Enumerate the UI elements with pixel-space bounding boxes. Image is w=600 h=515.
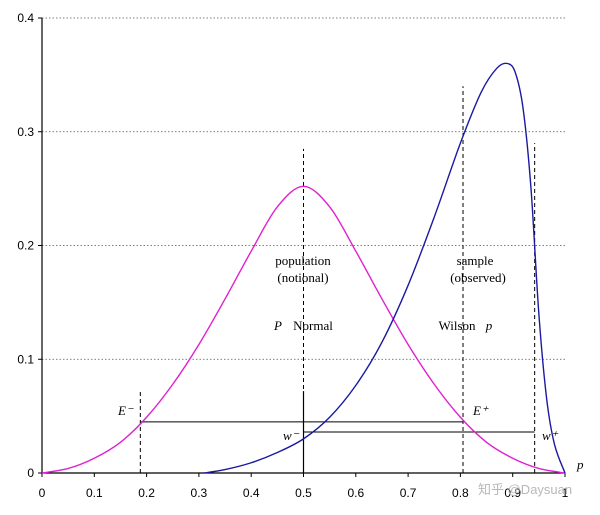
annotation-p-lower: p (485, 318, 493, 333)
annotation-sample: sample (457, 253, 494, 268)
watermark: 知乎 @Daysuan (478, 482, 572, 497)
annotations: population (notional) P Normal sample (o… (117, 253, 584, 497)
x-tick-label: 0 (39, 486, 46, 500)
annotation-normal: Normal (293, 318, 333, 333)
y-tick-label: 0.4 (17, 11, 34, 25)
y-tick-label: 0.1 (17, 352, 34, 366)
series-curves (41, 62, 566, 474)
annotation-wilson: Wilson (438, 318, 476, 333)
y-tick-label: 0.3 (17, 125, 34, 139)
x-tick-label: 0.8 (452, 486, 469, 500)
x-tick-label: 0.9 (504, 486, 521, 500)
x-axis-label: p (576, 457, 584, 472)
annotation-w-minus: w⁻ (283, 428, 300, 443)
y-tick-labels: 0 0.1 0.2 0.3 0.4 (17, 11, 42, 480)
annotation-population: population (275, 253, 331, 268)
annotation-w-plus: w⁺ (542, 428, 559, 443)
x-tick-label: 0.4 (243, 486, 260, 500)
x-tick-label: 0.7 (400, 486, 417, 500)
normal-curve (41, 185, 566, 474)
x-tick-label: 0.3 (191, 486, 208, 500)
annotation-notional: (notional) (277, 270, 328, 285)
x-tick-label: 0.1 (86, 486, 103, 500)
x-tick-label: 0.6 (347, 486, 364, 500)
annotation-p-upper: P (273, 318, 282, 333)
x-tick-label: 1 (562, 486, 569, 500)
annotation-observed: (observed) (450, 270, 506, 285)
x-tick-labels: 0 0.1 0.2 0.3 0.4 0.5 0.6 0.7 0.8 0.9 1 (39, 473, 569, 500)
wilson-curve (204, 62, 566, 474)
y-tick-label: 0 (27, 466, 34, 480)
x-tick-label: 0.5 (295, 486, 312, 500)
annotation-e-plus: E⁺ (472, 403, 489, 418)
x-tick-label: 0.2 (138, 486, 155, 500)
annotation-e-minus: E⁻ (117, 403, 134, 418)
reference-lines (139, 86, 536, 473)
y-tick-label: 0.2 (17, 239, 34, 253)
